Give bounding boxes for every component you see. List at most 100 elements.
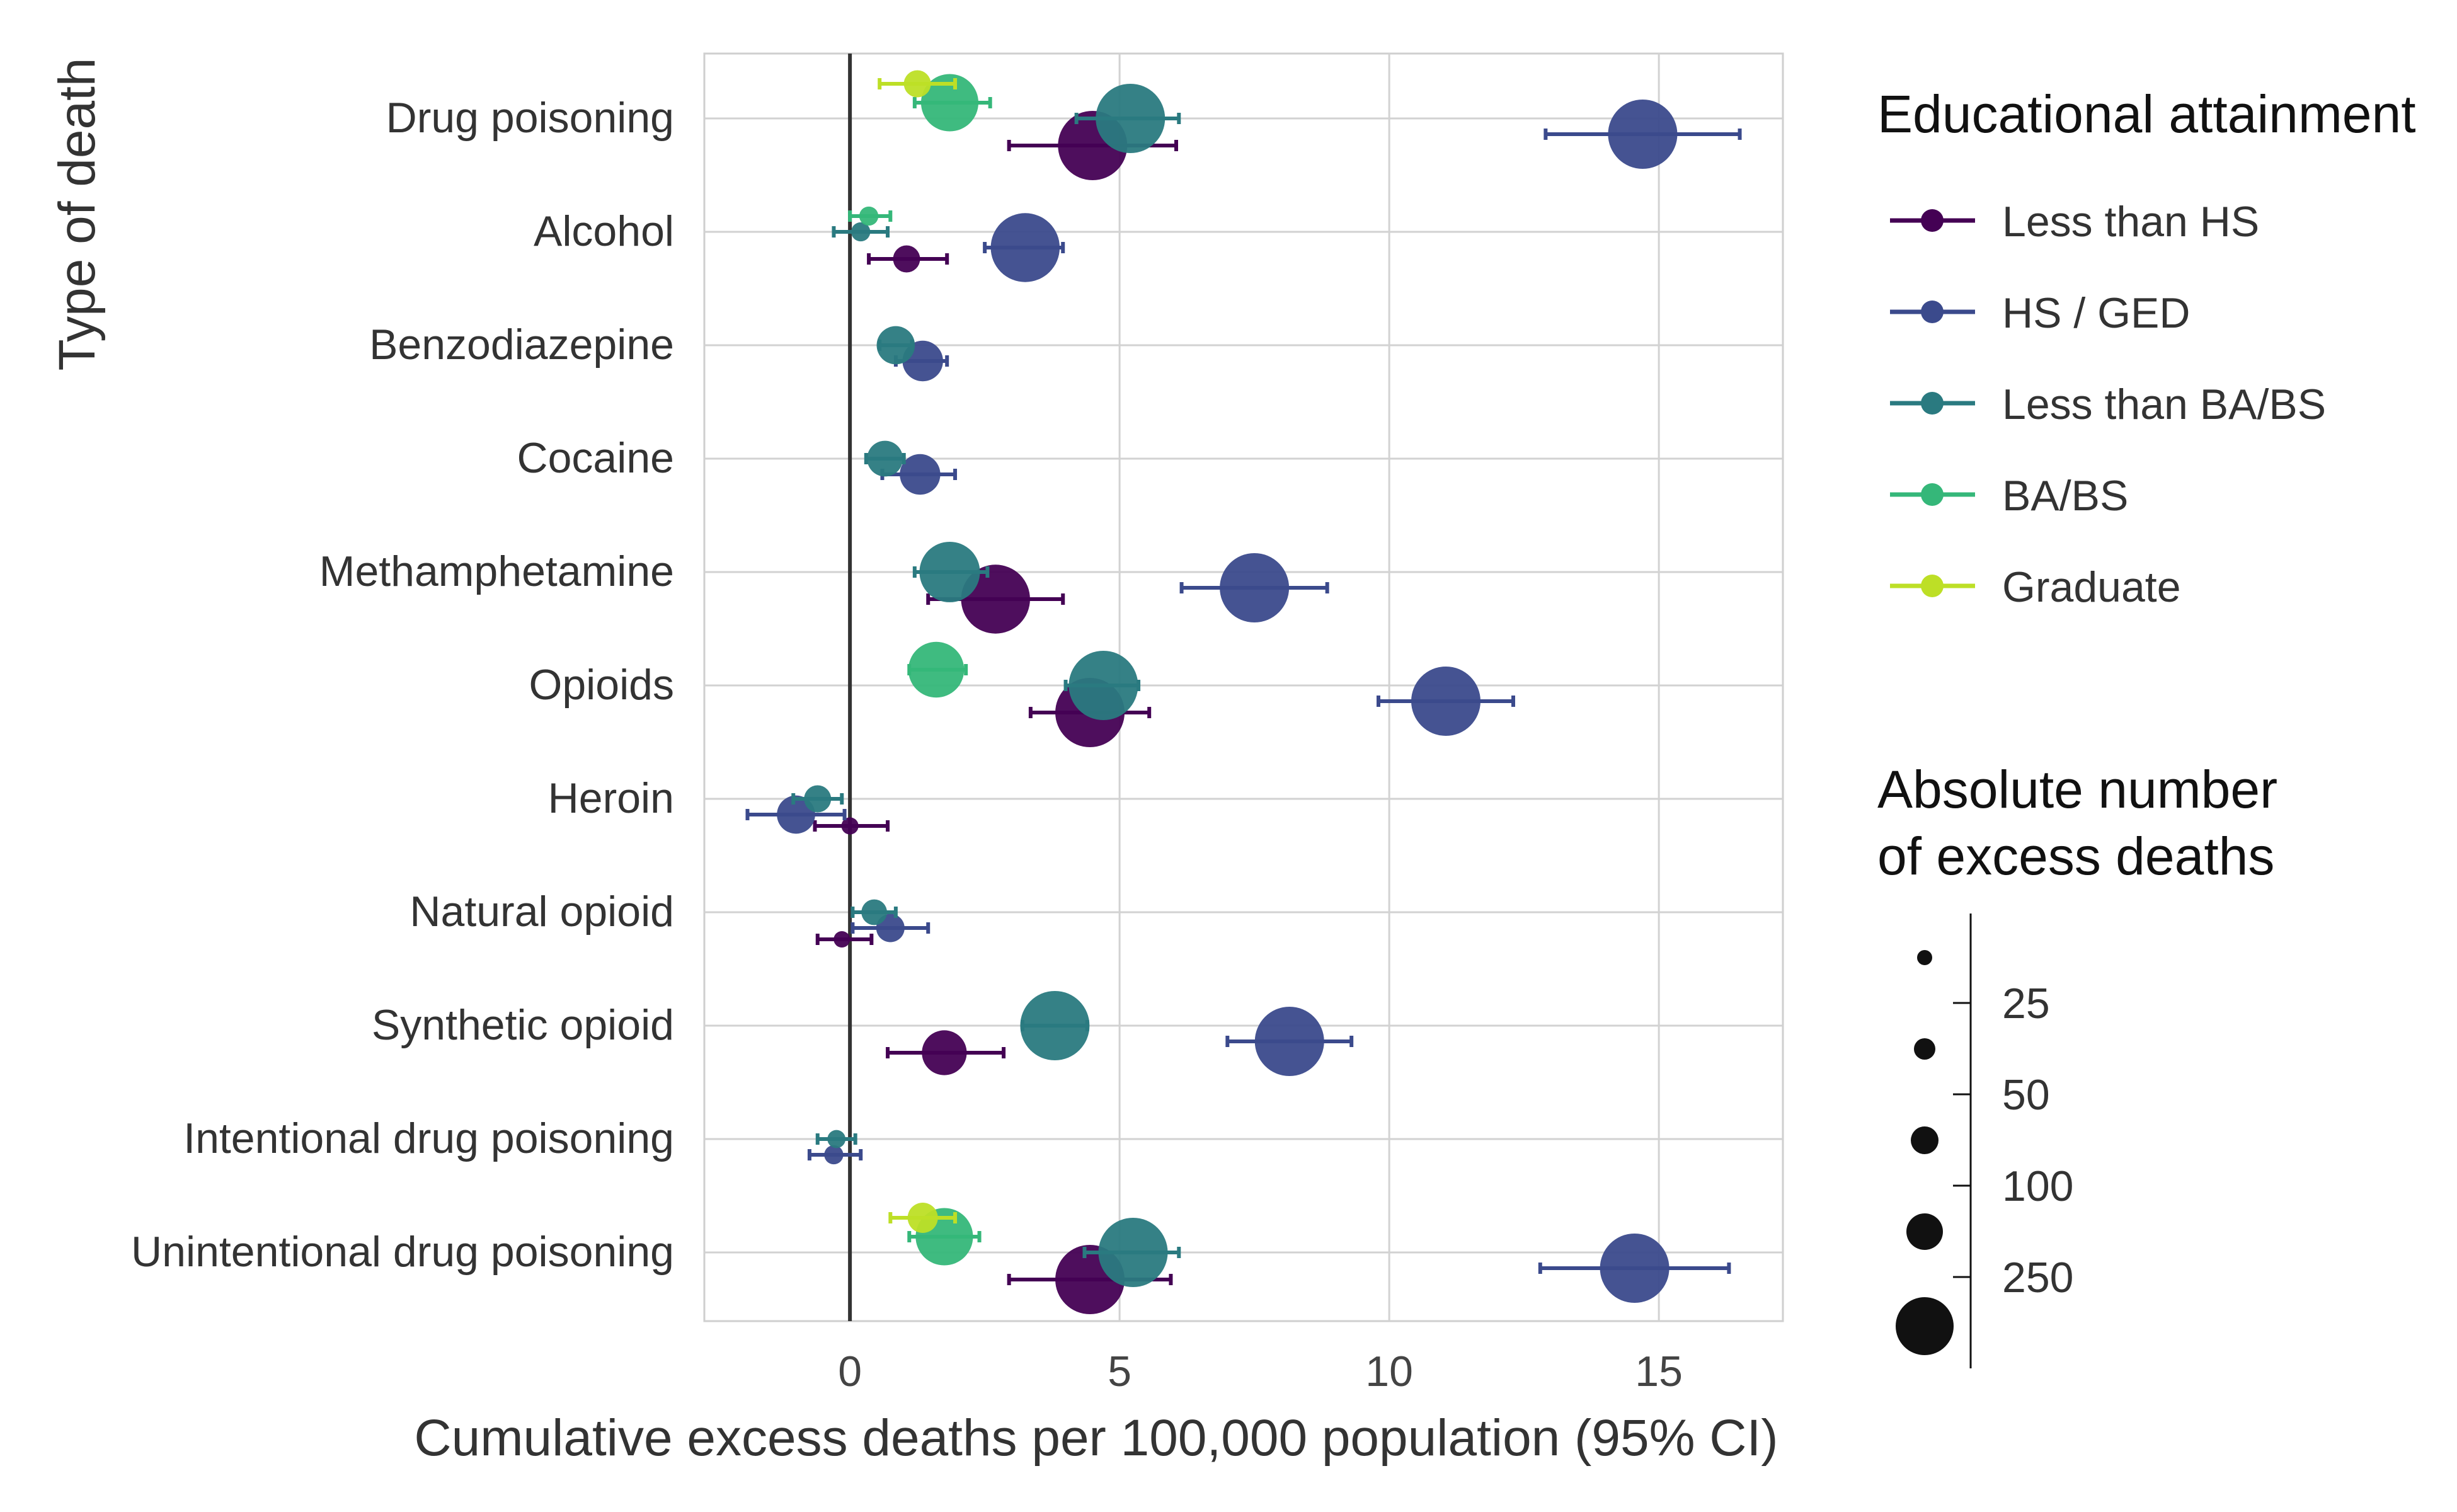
legend-entry: Less than BA/BS	[1890, 381, 2326, 428]
x-axis-label: Cumulative excess deaths per 100,000 pop…	[414, 1409, 1778, 1467]
legend-entry: HS / GED	[1890, 289, 2191, 337]
point-marker	[1608, 100, 1678, 169]
x-tick-label: 10	[1365, 1348, 1413, 1395]
point-marker	[990, 213, 1060, 282]
size-legend-label: 250	[2002, 1254, 2073, 1302]
size-legend: 25 50 100 250	[1896, 950, 2073, 1355]
size-legend-label: 50	[2002, 1071, 2050, 1119]
size-legend-marker	[1917, 950, 1932, 965]
y-tick-labels: Drug poisoning Alcohol Benzodiazepine Cocai…	[131, 94, 674, 1276]
data-point	[1225, 1007, 1354, 1076]
point-marker	[867, 440, 903, 477]
legend-marker	[1921, 575, 1944, 597]
legend-marker	[1921, 392, 1944, 415]
data-point	[1063, 651, 1141, 720]
data-point	[1377, 667, 1515, 736]
point-marker	[1068, 651, 1138, 720]
y-tick-label: Natural opioid	[410, 888, 674, 936]
data-point	[813, 817, 890, 835]
y-tick-label: Opioids	[529, 661, 674, 709]
y-tick-label: Intentional drug poisoning	[183, 1114, 674, 1162]
point-marker	[1020, 991, 1090, 1060]
legend-entry: Less than HS	[1890, 198, 2259, 246]
data-point	[1082, 1218, 1181, 1287]
point-marker	[861, 899, 888, 925]
point-marker	[876, 326, 915, 365]
point-marker	[1220, 553, 1290, 622]
size-legend-marker	[1914, 1038, 1935, 1060]
y-tick-label: Benzodiazepine	[369, 321, 674, 369]
legend-label: HS / GED	[2002, 289, 2191, 337]
point-marker	[841, 817, 859, 835]
y-tick-label: Unintentional drug poisoning	[131, 1228, 674, 1276]
point-marker	[1096, 84, 1166, 153]
point-marker	[920, 74, 979, 132]
point-marker	[1098, 1218, 1168, 1287]
legend-marker	[1921, 209, 1944, 232]
legend-label: BA/BS	[2002, 472, 2128, 520]
size-legend-label: 25	[2002, 980, 2050, 1028]
y-tick-label: Heroin	[548, 774, 674, 822]
point-marker	[908, 641, 965, 698]
data-point	[1020, 991, 1090, 1060]
point-marker	[900, 454, 941, 495]
y-tick-label: Synthetic opioid	[372, 1001, 674, 1049]
data-point	[807, 1145, 863, 1165]
x-tick-label: 5	[1108, 1348, 1131, 1395]
data-point	[912, 74, 992, 132]
legend-entry: BA/BS	[1890, 472, 2128, 520]
color-legend: Less than HS HS / GED Less than BA/BS BA/BS…	[1890, 198, 2326, 611]
point-marker	[903, 70, 931, 98]
point-marker	[919, 542, 980, 602]
data-point	[815, 931, 874, 948]
size-legend-label: 100	[2002, 1162, 2073, 1210]
legend-entry: Graduate	[1890, 563, 2181, 611]
data-point	[876, 326, 915, 365]
data-point	[912, 542, 990, 602]
x-tick-label: 0	[838, 1348, 862, 1395]
y-tick-label: Cocaine	[517, 434, 675, 482]
point-marker	[859, 206, 879, 226]
y-tick-label: Alcohol	[534, 207, 674, 255]
data-point	[850, 914, 931, 942]
data-point	[1074, 84, 1181, 153]
data-marks	[745, 70, 1742, 1314]
data-point	[1179, 553, 1329, 622]
data-point	[888, 1203, 958, 1233]
legend-label: Graduate	[2002, 563, 2181, 611]
point-marker	[833, 931, 850, 948]
legend-marker	[1921, 301, 1944, 323]
y-tick-label: Drug poisoning	[386, 94, 674, 142]
size-legend-marker	[1896, 1297, 1954, 1355]
x-tick-label: 15	[1635, 1348, 1683, 1395]
point-marker	[851, 222, 871, 242]
data-point	[867, 245, 949, 273]
data-point	[1538, 1234, 1731, 1303]
plot-frame	[703, 52, 1784, 1322]
legend-title: Educational attainment	[1877, 84, 2416, 144]
data-point	[850, 899, 898, 925]
point-marker	[922, 1030, 967, 1075]
data-point	[878, 70, 958, 98]
size-legend-title-line1: Absolute number	[1877, 760, 2277, 819]
point-marker	[1411, 667, 1480, 736]
data-point	[983, 213, 1065, 282]
data-point	[815, 1130, 857, 1148]
point-marker	[907, 1203, 938, 1233]
point-marker	[1600, 1234, 1670, 1303]
data-point	[791, 785, 844, 813]
size-legend-title-line2: of excess deaths	[1877, 827, 2274, 886]
data-point	[907, 641, 968, 698]
legend-marker	[1921, 483, 1944, 506]
y-axis-label: Type of death	[49, 58, 106, 371]
size-legend-marker	[1906, 1213, 1943, 1250]
data-point	[886, 1030, 1006, 1075]
x-tick-labels: 0 5 10 15	[838, 1348, 1683, 1395]
point-marker	[961, 564, 1030, 634]
data-point	[848, 206, 893, 226]
point-marker	[824, 1145, 844, 1165]
point-marker	[804, 785, 832, 813]
point-marker	[827, 1130, 846, 1148]
size-legend-marker	[1911, 1126, 1939, 1154]
